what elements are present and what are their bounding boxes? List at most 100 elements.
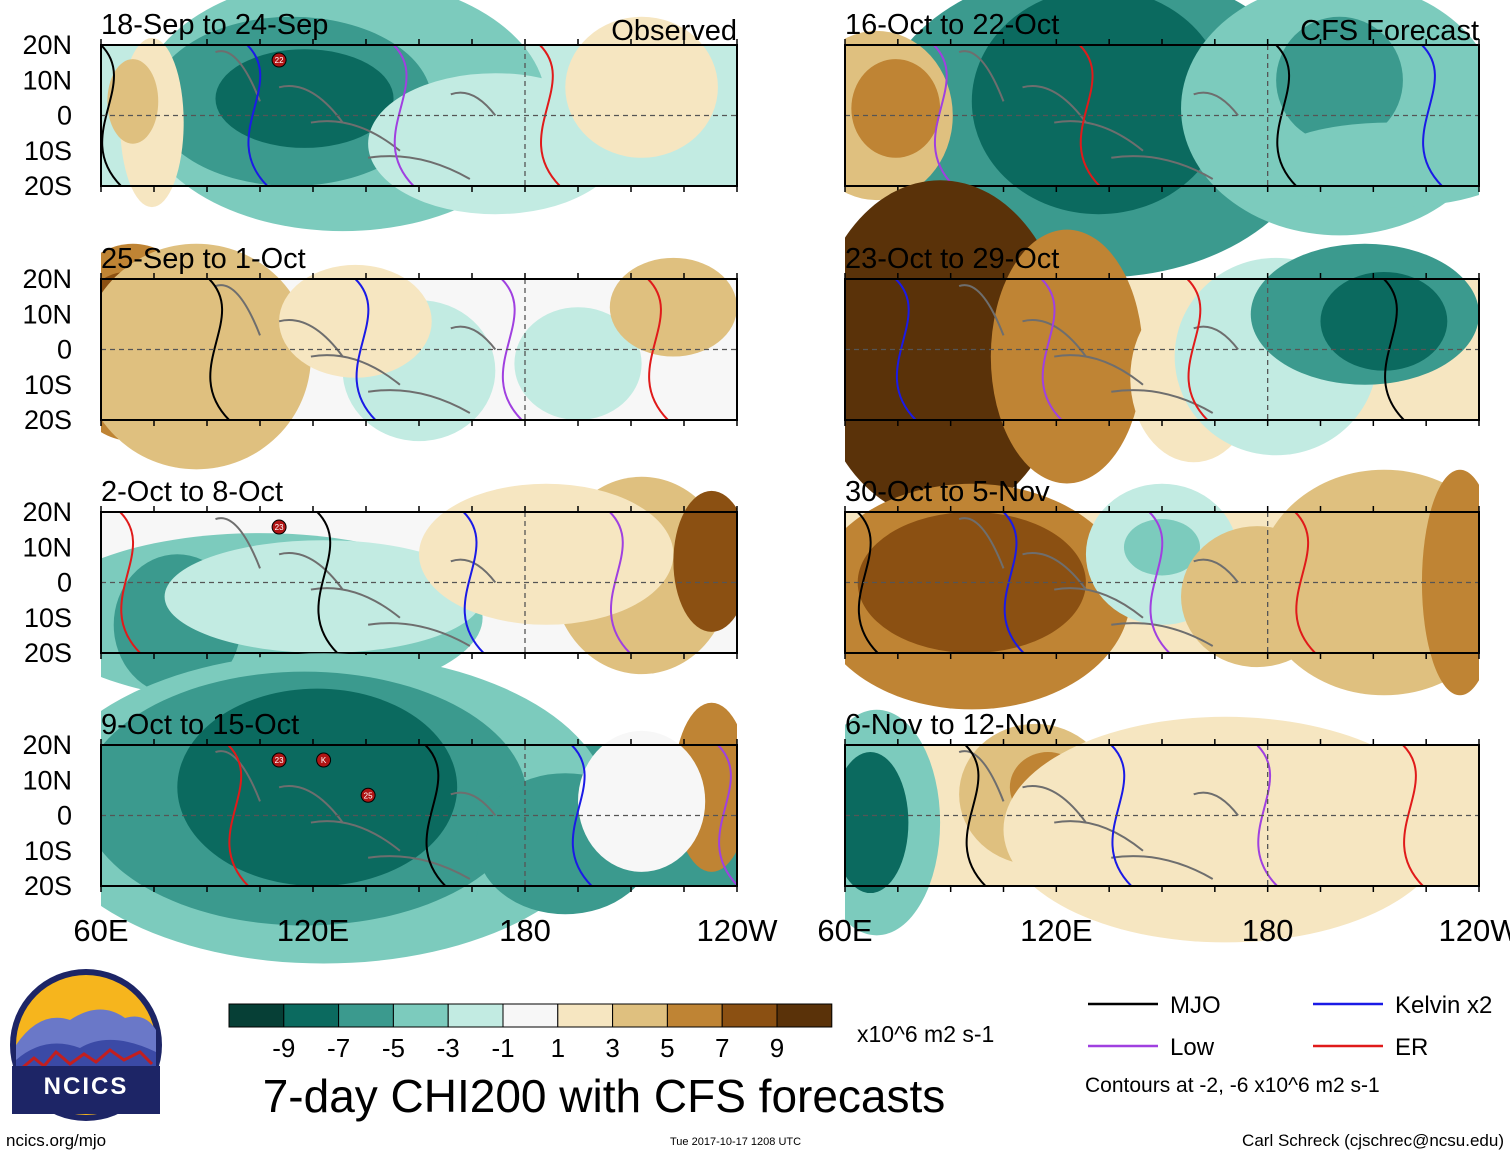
legend: MJO Kelvin x2 Low ER [1088, 992, 1492, 1061]
author-credit: Carl Schreck (cjschrec@ncsu.edu) [1242, 1131, 1504, 1150]
colorbar-swatch [338, 1003, 394, 1028]
anomaly-region [1263, 122, 1479, 208]
y-tick-label: 0 [57, 568, 72, 598]
coastline [1022, 319, 1087, 358]
legend-label: MJO [1170, 992, 1221, 1019]
colorbar-swatch [228, 1003, 285, 1028]
coastline [215, 517, 261, 569]
anomaly-region [164, 540, 483, 653]
logo-text: NCICS [44, 1073, 129, 1100]
coastline [1054, 354, 1144, 386]
x-tick-label: 60E [73, 913, 128, 948]
coastline [1193, 91, 1239, 117]
y-tick-label: 20S [24, 871, 72, 901]
coastline [958, 50, 1005, 102]
field-layer [845, 709, 1479, 943]
panel-title: 16-Oct to 22-Oct [845, 9, 1059, 41]
colorbar-label: -3 [437, 1033, 460, 1063]
coastline [1193, 791, 1239, 817]
wave-contour [392, 44, 415, 187]
map-panel: 18-Sep to 24-Sep Observed 20N 10N 0 10S 20S 22 [22, 0, 738, 232]
ncics-logo: NCICS [10, 969, 162, 1121]
wave-contour [208, 278, 230, 421]
coastline [367, 622, 471, 647]
x-tick-label: 60E [817, 913, 872, 948]
coastline [958, 517, 1005, 569]
coastline [1193, 558, 1239, 584]
colorbar-swatch [557, 1003, 614, 1028]
colorbar-swatch [612, 1003, 668, 1028]
coastline [367, 155, 471, 180]
coastline [278, 85, 344, 124]
anomaly-region [419, 483, 674, 625]
wave-contour [1148, 511, 1171, 654]
y-tick-label: 20N [22, 497, 72, 527]
coastline [450, 325, 497, 351]
map-panel: 23-Oct to 29-Oct [844, 180, 1480, 519]
wave-contour [316, 511, 338, 654]
coastline [367, 389, 471, 414]
y-tick-label: 20S [24, 171, 72, 201]
wave-contour [1002, 511, 1025, 654]
wave-contour [1040, 278, 1063, 421]
map-panel: 9-Oct to 15-Oct 20N 10N 0 10S 20S 23 K 25 60E 120E… [22, 653, 779, 964]
colorbar-swatch [502, 1003, 559, 1028]
wave-contour [717, 744, 737, 887]
anomaly-region [177, 688, 458, 886]
storm-label: K [321, 756, 327, 765]
storm-marker [271, 752, 287, 768]
anomaly-region [107, 59, 159, 144]
y-tick-label: 20N [22, 730, 72, 760]
anomaly-region [514, 307, 642, 420]
wave-contour [246, 44, 268, 187]
coastline [278, 319, 344, 358]
coastline [310, 820, 401, 852]
x-tick-label: 120W [697, 913, 779, 948]
anomaly-region [845, 752, 909, 894]
colorbar-swatch [666, 1003, 723, 1028]
wave-contour [119, 511, 141, 654]
coastline [450, 91, 497, 117]
timestamp: Tue 2017-10-17 1208 UTC [670, 1136, 802, 1148]
y-tick-label: 20S [24, 638, 72, 668]
credit-url[interactable]: ncics.org/mjo [6, 1131, 107, 1150]
coastline [1022, 552, 1087, 591]
wave-contour [101, 44, 122, 187]
anomaly-region [1181, 526, 1334, 668]
y-tick-label: 10S [24, 836, 72, 866]
coastline [450, 791, 497, 817]
colorbar-label: 3 [605, 1033, 619, 1063]
storm-label: 25 [364, 791, 373, 800]
wave-contour [1421, 44, 1443, 187]
panel-title: 2-Oct to 8-Oct [101, 476, 283, 508]
wave-contour [1110, 744, 1132, 887]
anomaly-region [673, 490, 737, 632]
storm-label: 22 [275, 56, 284, 65]
wave-contour [856, 511, 879, 654]
wave-contour [895, 278, 917, 421]
storm-label: 23 [275, 756, 284, 765]
anomaly-region [215, 49, 394, 148]
anomaly-region [851, 59, 941, 158]
coastline [958, 750, 1005, 802]
colorbar-label: 5 [660, 1033, 674, 1063]
y-tick-label: 10N [22, 65, 72, 95]
colorbar-label: -7 [327, 1033, 350, 1063]
forecast-label: CFS Forecast [1300, 15, 1479, 47]
x-tick-label: 120W [1439, 913, 1510, 948]
main-title: 7-day CHI200 with CFS forecasts [263, 1070, 946, 1122]
field-layer [101, 243, 737, 470]
observed-label: Observed [611, 15, 737, 47]
wave-contour [933, 44, 955, 187]
map-panel: 2-Oct to 8-Oct 20N 10N 0 10S 20S 23 [22, 476, 738, 703]
coastline [1111, 855, 1214, 880]
colorbar-swatch [721, 1003, 778, 1028]
x-tick-label: 180 [499, 913, 551, 948]
coastline [215, 50, 261, 102]
contour-note: Contours at -2, -6 x10^6 m2 s-1 [1085, 1074, 1380, 1097]
legend-label: ER [1395, 1034, 1428, 1061]
wave-contour [424, 744, 447, 887]
anomaly-region [565, 16, 718, 158]
wave-contour [500, 278, 523, 421]
storm-marker [271, 52, 287, 68]
